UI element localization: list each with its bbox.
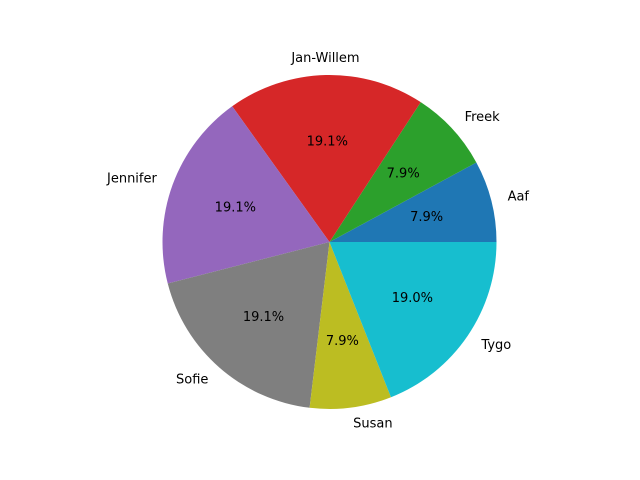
- pie-labels: Aaf 7.9% Freek 7.9% Jan-Willem 19.1% Jennifer 1…: [106, 51, 529, 432]
- slice-percent-sofie: 19.1%: [243, 310, 284, 325]
- slice-label-aaf: Aaf: [508, 189, 530, 204]
- pie-slice-jennifer: [162, 106, 330, 284]
- slice-label-tygo: Tygo: [480, 338, 511, 353]
- pie-slice-sofie: [167, 242, 330, 408]
- pie-slice-jan-willem: [232, 75, 421, 242]
- slice-label-susan: Susan: [353, 417, 392, 432]
- slice-percent-jennifer: 19.1%: [215, 200, 256, 215]
- slice-label-jan-willem: Jan-Willem: [290, 51, 359, 66]
- pie-slice-susan: [309, 242, 391, 410]
- slice-label-sofie: Sofie: [176, 373, 208, 388]
- slice-percent-susan: 7.9%: [326, 334, 359, 349]
- slice-label-freek: Freek: [465, 110, 501, 125]
- slice-percent-jan-willem: 19.1%: [307, 134, 348, 149]
- pie-slice-tygo: [329, 242, 497, 398]
- slice-percent-aaf: 7.9%: [410, 210, 443, 225]
- slice-percent-freek: 7.9%: [387, 167, 420, 182]
- slice-label-jennifer: Jennifer: [106, 172, 157, 187]
- slice-percent-tygo: 19.0%: [392, 291, 433, 306]
- pie-slice-freek: [329, 102, 477, 243]
- pie-slice-aaf: [329, 162, 497, 242]
- pie-slices: [162, 75, 497, 410]
